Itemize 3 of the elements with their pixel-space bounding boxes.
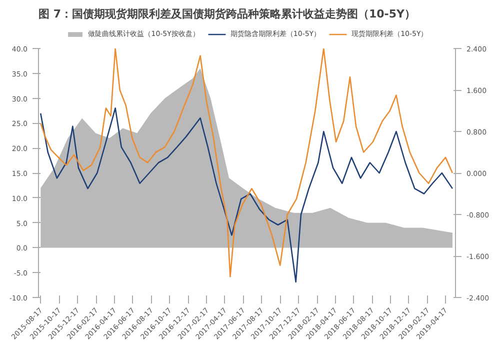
line-series — [40, 108, 454, 283]
line-series — [40, 48, 454, 278]
chart-title: 图 7：国债期现货期限利差及国债期货跨品种策略累计收益走势图（10-5Y） — [38, 8, 416, 20]
